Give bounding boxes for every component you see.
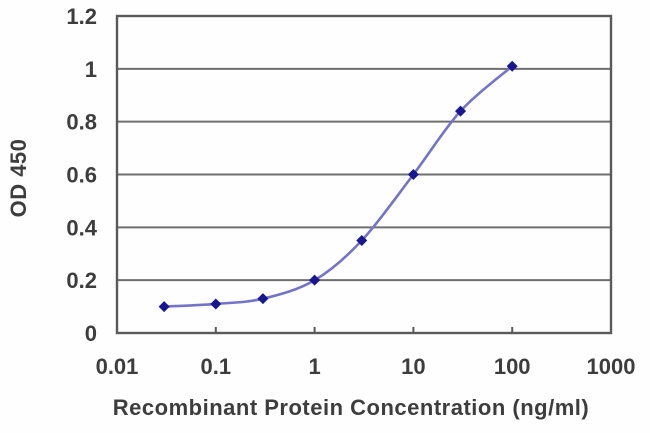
y-tick-label: 1.2: [66, 4, 97, 29]
y-tick-label: 0.4: [66, 215, 97, 240]
y-tick-label: 0.8: [66, 110, 97, 135]
x-tick-label: 10: [401, 354, 425, 379]
y-tick-label: 1: [85, 57, 97, 82]
data-point: [356, 235, 368, 247]
data-point: [158, 301, 170, 313]
x-tick-label: 100: [494, 354, 531, 379]
x-axis-title: Recombinant Protein Concentration (ng/ml…: [112, 395, 590, 420]
data-point: [210, 298, 222, 310]
y-tick-label: 0.2: [66, 268, 97, 293]
data-point: [506, 60, 518, 72]
x-tick-label: 1000: [587, 354, 636, 379]
y-tick-label: 0.6: [66, 163, 97, 188]
plot-frame: [115, 14, 613, 335]
y-axis-title: OD 450: [6, 138, 31, 218]
data-point: [309, 274, 321, 286]
x-tick-label: 1: [308, 354, 320, 379]
x-tick-label: 0.1: [201, 354, 232, 379]
curve-line: [164, 65, 514, 308]
data-point: [455, 105, 467, 117]
y-tick-label: 0: [85, 321, 97, 346]
x-tick-label: 0.01: [96, 354, 139, 379]
data-point: [257, 293, 269, 305]
data-point: [407, 169, 419, 180]
